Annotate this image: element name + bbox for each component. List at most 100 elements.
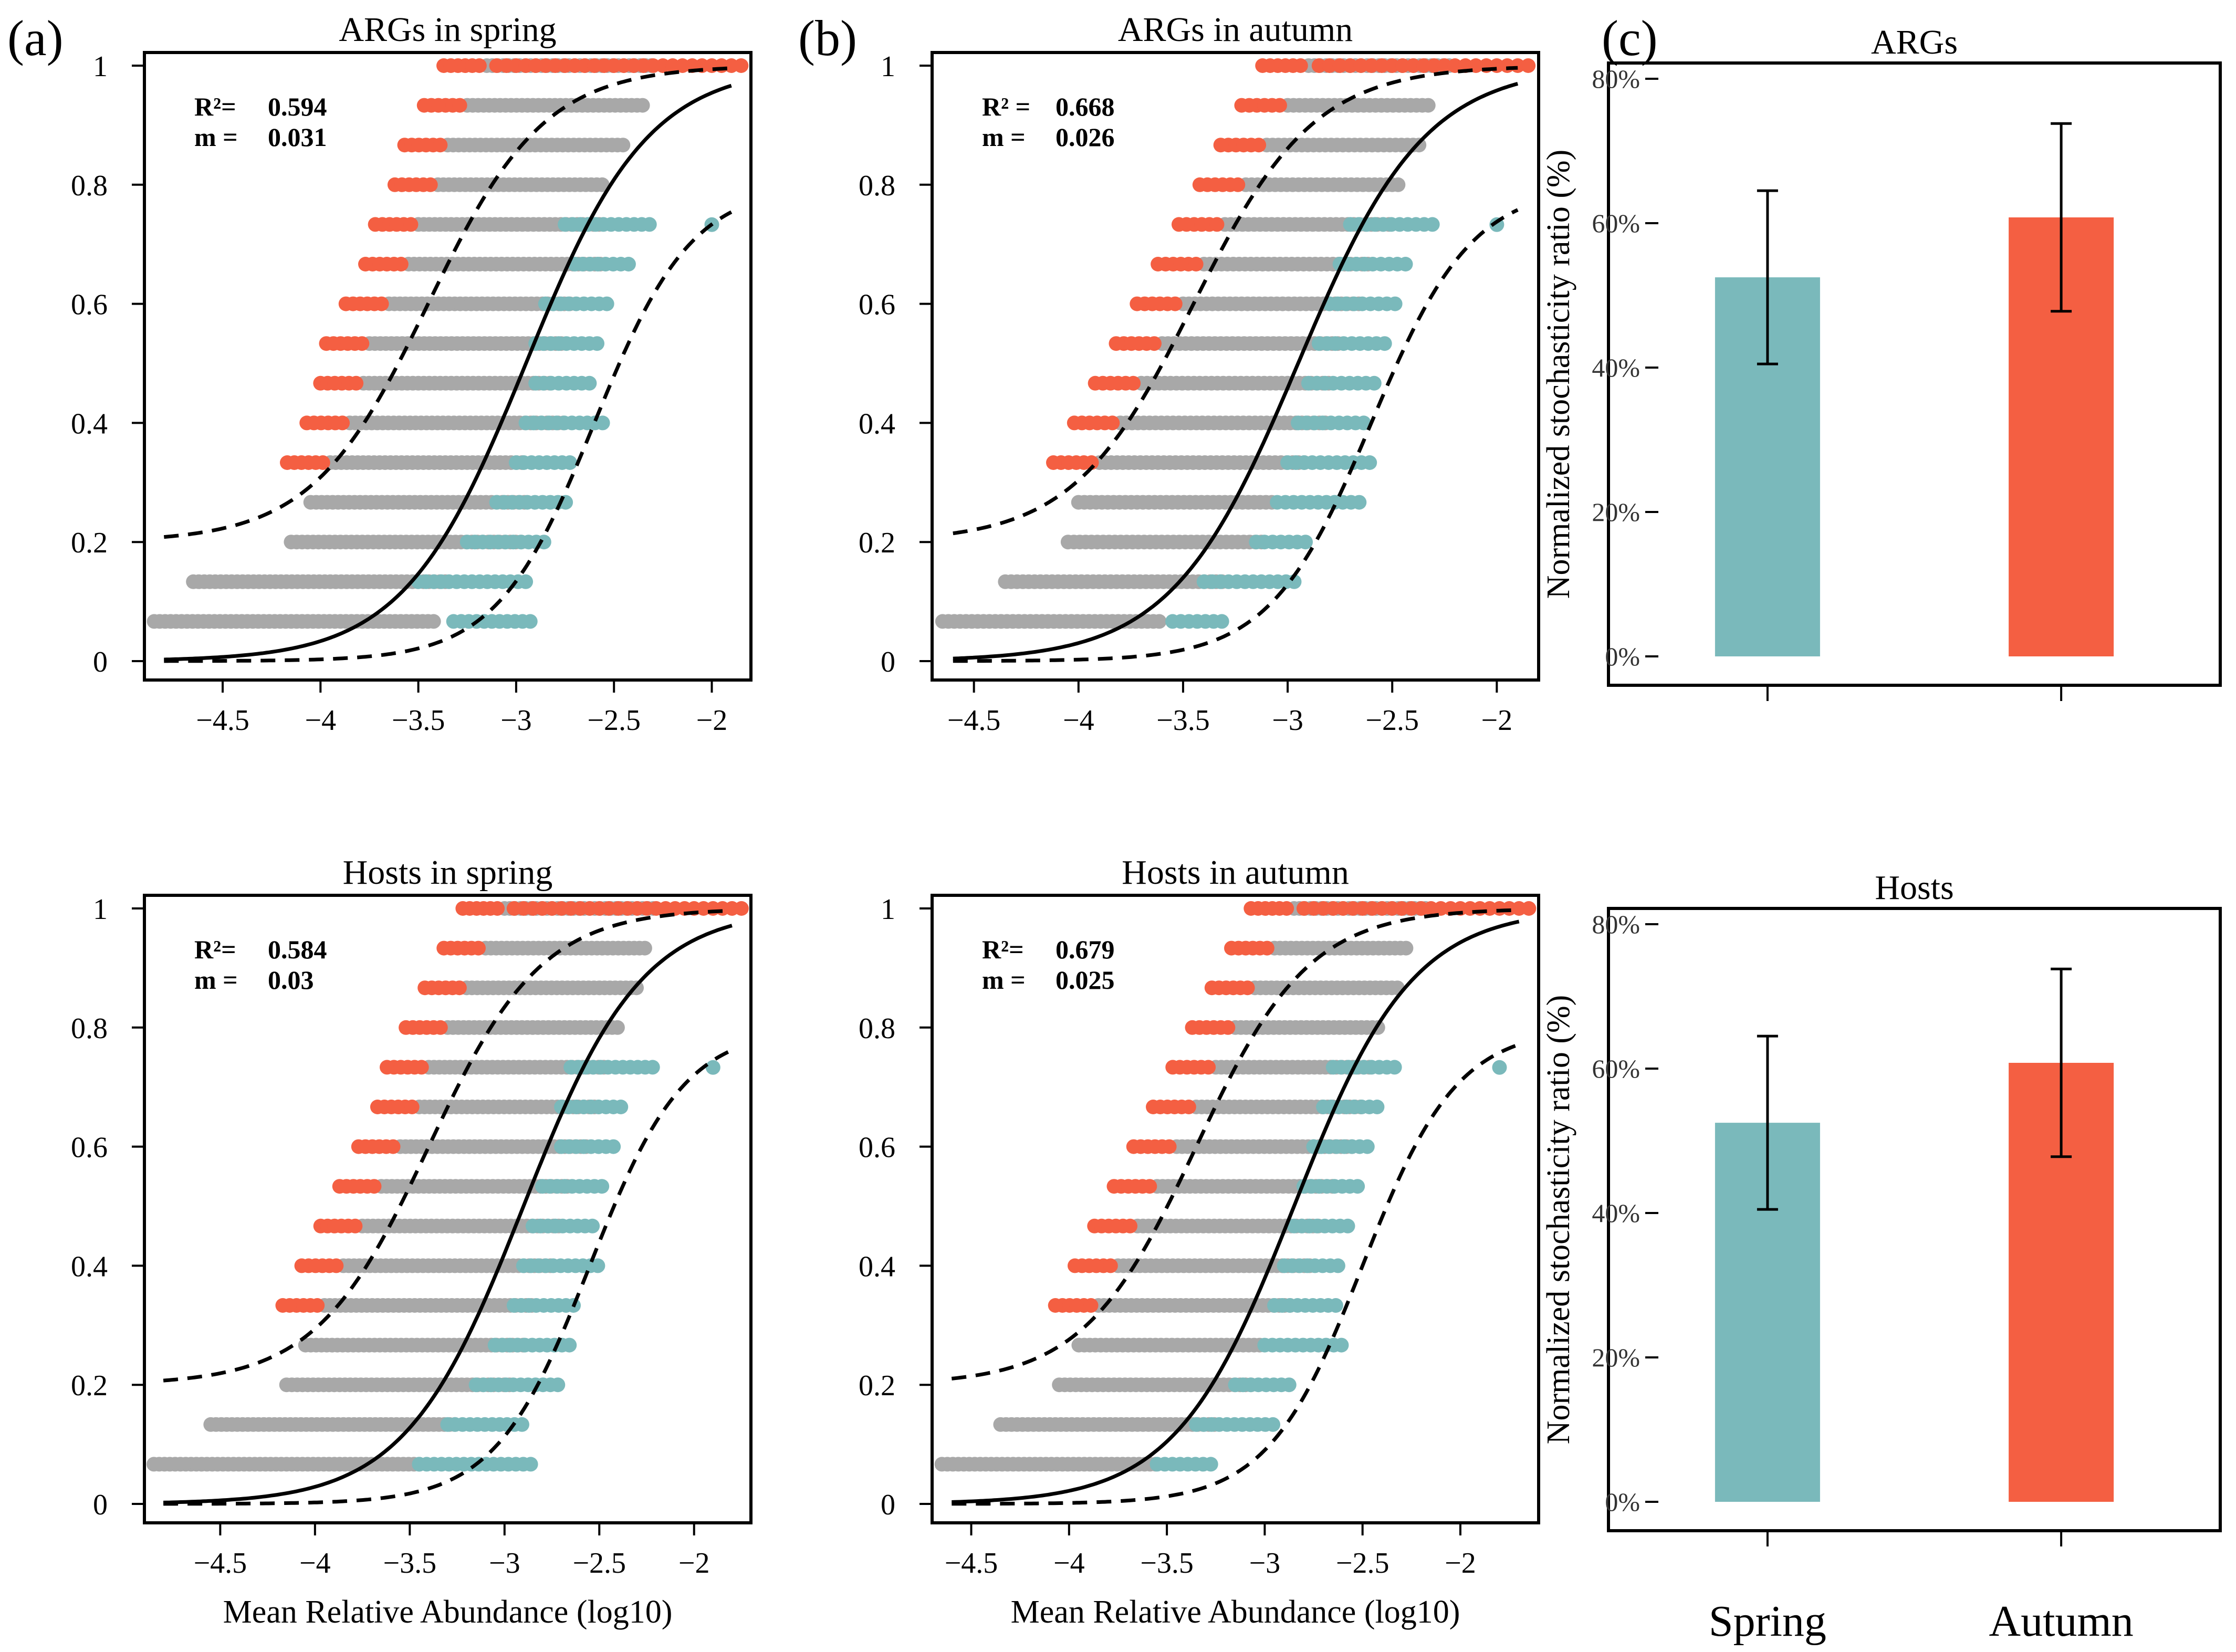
point-above [1416, 58, 1431, 73]
m-value: 0.031 [268, 122, 327, 152]
chart-title: Hosts [1875, 869, 1953, 907]
point-below [599, 296, 614, 311]
point-below [705, 1060, 720, 1075]
x-tick-label: −4 [1053, 1547, 1085, 1580]
point-below [1352, 495, 1367, 510]
point-above [1279, 901, 1294, 916]
chart-title: ARGs in spring [339, 11, 556, 49]
lower-ci-curve [952, 1042, 1520, 1506]
x-tick-label: −3.5 [1140, 1547, 1194, 1580]
point-above [1220, 1020, 1236, 1035]
point-above [452, 98, 467, 113]
point-below [514, 1417, 529, 1432]
y-tick-label: 20% [1592, 497, 1640, 527]
chart-title: Hosts in autumn [1122, 853, 1349, 892]
point-neutral [594, 177, 610, 192]
y-tick-label: 0 [93, 1489, 108, 1521]
point-below [523, 1457, 538, 1472]
x-tick-label: −2.5 [587, 704, 641, 737]
m-label: m = [194, 965, 238, 995]
x-tick-label: −3 [500, 704, 532, 737]
y-tick-label: 1 [881, 893, 895, 926]
point-above [1230, 177, 1246, 192]
m-label: m = [982, 122, 1026, 152]
y-tick-label: 0.8 [71, 170, 108, 202]
point-above [403, 217, 419, 232]
point-neutral [1152, 614, 1167, 629]
category-label: Autumn [1989, 1597, 2133, 1646]
point-above [315, 455, 330, 470]
chart-hosts-spring: Hosts in spring 0 0.2 0.4 0.6 0.8 1 −4.5 −4 −3.5 −… [71, 853, 753, 1630]
chart-args-ratio: ARGs 0% 20% 40% 60% 80% Normalized stochastici… [1541, 23, 2222, 701]
point-above [335, 415, 350, 431]
y-tick-label: 0 [881, 646, 895, 678]
x-tick-label: −4 [305, 704, 337, 737]
point-above [1406, 58, 1421, 73]
scatter-points [147, 901, 749, 1472]
r2-label: R²= [194, 935, 236, 964]
y-tick-label: 0.4 [859, 407, 895, 440]
point-below [1492, 1060, 1507, 1075]
y-tick-label: 80% [1592, 909, 1640, 939]
point-below [1281, 1377, 1297, 1393]
point-below [642, 217, 657, 232]
point-above [472, 58, 487, 73]
point-below [523, 614, 538, 629]
point-below [1370, 1100, 1385, 1114]
m-label: m = [194, 122, 238, 152]
chart-args-autumn: ARGs in autumn 0 0.2 0.4 0.6 0.8 1 −4.5 −4 −3.5 −3… [859, 11, 1540, 737]
point-below [1377, 336, 1392, 351]
m-value: 0.026 [1056, 122, 1115, 152]
x-tick-label: −3 [1272, 704, 1303, 737]
point-above [1395, 58, 1410, 73]
point-above [1311, 58, 1326, 73]
point-above [1521, 901, 1537, 916]
point-above [329, 1258, 344, 1273]
point-above [1353, 58, 1368, 73]
point-above [354, 336, 370, 351]
fit-curve [164, 83, 732, 662]
point-neutral [615, 138, 631, 153]
point-below [1266, 1417, 1281, 1432]
chart-title: Hosts in spring [343, 853, 553, 892]
scatter-points [147, 58, 749, 629]
chart-args-spring: ARGs in spring 0 0.2 0.4 0.6 0.8 1 −4.5 −4 −3.5 −3… [71, 11, 753, 737]
point-below [518, 574, 534, 589]
m-value: 0.03 [268, 965, 314, 995]
m-label: m = [982, 965, 1026, 995]
x-tick-label: −2 [1481, 704, 1513, 737]
y-tick-label: 40% [1592, 353, 1640, 382]
panel-letter-c: (c) [1602, 10, 1658, 66]
x-axis-label: Mean Relative Abundance (log10) [223, 1594, 673, 1630]
point-above [1385, 58, 1400, 73]
y-tick-label: 1 [881, 50, 895, 83]
r2-label: R²= [982, 935, 1024, 964]
point-below [645, 1060, 660, 1075]
point-below [1214, 614, 1229, 629]
lower-ci-curve [953, 208, 1519, 663]
point-above [1374, 58, 1389, 73]
point-above [1272, 98, 1287, 113]
point-below [1387, 296, 1403, 311]
r2-value: 0.679 [1056, 935, 1115, 964]
point-below [1350, 1179, 1365, 1194]
point-above [1167, 296, 1183, 311]
y-tick-label: 0.6 [859, 289, 895, 321]
point-below [1328, 1298, 1343, 1313]
point-below [550, 1377, 566, 1393]
point-below [590, 1258, 605, 1273]
point-below [1362, 455, 1377, 470]
y-tick-label: 0.4 [71, 407, 108, 440]
x-tick-label: −4.5 [194, 1547, 247, 1580]
y-tick-label: 0% [1605, 1487, 1640, 1517]
x-tick-label: −2 [1445, 1547, 1476, 1580]
plot-frame [143, 51, 753, 682]
plot-frame [931, 894, 1540, 1524]
fit-stats: R²= 0.594 m = 0.031 [194, 92, 327, 152]
point-below [1330, 1258, 1345, 1273]
y-tick-label: 0.2 [71, 1369, 108, 1402]
plot-frame [931, 51, 1540, 682]
x-axis-label: Mean Relative Abundance (log10) [1011, 1594, 1460, 1630]
y-tick-label: 0.6 [859, 1132, 895, 1164]
